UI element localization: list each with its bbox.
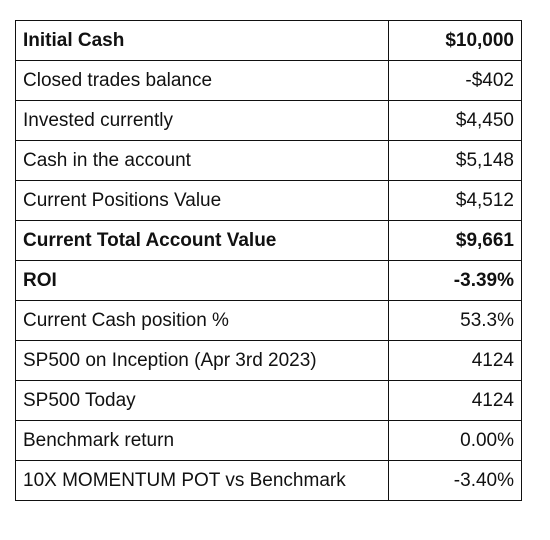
row-label: Current Cash position % — [15, 300, 389, 341]
table-row: Closed trades balance -$402 — [15, 60, 522, 101]
table-row: Cash in the account $5,148 — [15, 140, 522, 181]
table-row: 10X MOMENTUM POT vs Benchmark -3.40% — [15, 460, 522, 501]
row-value: $4,450 — [388, 100, 522, 141]
row-label: ROI — [15, 260, 389, 301]
table-row: Current Positions Value $4,512 — [15, 180, 522, 221]
row-value: $9,661 — [388, 220, 522, 261]
row-value: 53.3% — [388, 300, 522, 341]
row-value: $10,000 — [388, 20, 522, 61]
row-label: Current Total Account Value — [15, 220, 389, 261]
table-row: Initial Cash $10,000 — [15, 20, 522, 61]
row-value: 0.00% — [388, 420, 522, 461]
row-value: -3.39% — [388, 260, 522, 301]
row-label: Closed trades balance — [15, 60, 389, 101]
table-row: ROI -3.39% — [15, 260, 522, 301]
row-label: SP500 on Inception (Apr 3rd 2023) — [15, 340, 389, 381]
row-label: SP500 Today — [15, 380, 389, 421]
row-value: $5,148 — [388, 140, 522, 181]
row-value: -$402 — [388, 60, 522, 101]
row-value: $4,512 — [388, 180, 522, 221]
row-label: Benchmark return — [15, 420, 389, 461]
account-summary-table: Initial Cash $10,000 Closed trades balan… — [15, 20, 522, 501]
row-label: Initial Cash — [15, 20, 389, 61]
row-value: 4124 — [388, 340, 522, 381]
row-value: 4124 — [388, 380, 522, 421]
row-label: Current Positions Value — [15, 180, 389, 221]
table-row: SP500 Today 4124 — [15, 380, 522, 421]
row-label: Invested currently — [15, 100, 389, 141]
table-row: Benchmark return 0.00% — [15, 420, 522, 461]
row-label: Cash in the account — [15, 140, 389, 181]
table-row: SP500 on Inception (Apr 3rd 2023) 4124 — [15, 340, 522, 381]
row-value: -3.40% — [388, 460, 522, 501]
table-row: Current Total Account Value $9,661 — [15, 220, 522, 261]
table-row: Invested currently $4,450 — [15, 100, 522, 141]
row-label: 10X MOMENTUM POT vs Benchmark — [15, 460, 389, 501]
table-row: Current Cash position % 53.3% — [15, 300, 522, 341]
